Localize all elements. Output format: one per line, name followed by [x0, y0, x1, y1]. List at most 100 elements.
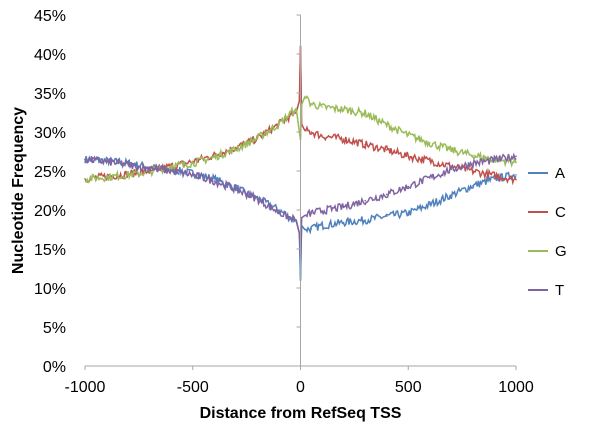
data-point-g	[364, 112, 367, 115]
data-point-g	[385, 124, 388, 126]
data-point-a	[472, 185, 474, 187]
data-point-t	[304, 214, 306, 217]
data-point-g	[310, 103, 313, 105]
data-point-a	[304, 228, 306, 231]
data-point-g	[321, 106, 323, 108]
data-point-t	[256, 198, 259, 200]
legend-label-c: C	[555, 204, 566, 221]
data-point-t	[385, 193, 388, 196]
y-tick-label: 15%	[34, 242, 66, 259]
x-axis-title: Distance from RefSeq TSS	[200, 405, 402, 422]
data-point-a	[407, 212, 410, 214]
y-tick-label: 40%	[34, 47, 66, 64]
y-tick-label: 10%	[34, 281, 66, 298]
x-tick-label: 0	[296, 379, 305, 396]
data-point-t	[84, 158, 86, 161]
data-point-g	[192, 162, 194, 164]
data-point-c	[407, 155, 410, 157]
data-point-t	[235, 188, 237, 190]
data-point-t	[450, 168, 453, 171]
data-point-t	[515, 155, 517, 157]
legend-label-g: G	[555, 243, 567, 260]
y-tick-label: 0%	[43, 359, 66, 376]
data-point-t	[407, 185, 410, 188]
x-tick-label: -500	[177, 379, 209, 396]
legend-label-a: A	[555, 165, 565, 182]
data-point-a	[278, 209, 280, 211]
data-point-t	[192, 174, 194, 176]
data-point-t	[300, 217, 303, 219]
data-point-t	[295, 219, 298, 221]
data-point-g	[304, 96, 306, 98]
y-axis-title: Nucleotide Frequency	[10, 107, 27, 274]
data-point-t	[278, 211, 280, 214]
x-tick-label: 1000	[498, 379, 534, 396]
data-point-a	[429, 203, 431, 206]
data-point-c	[304, 129, 306, 132]
y-tick-label: 30%	[34, 125, 66, 142]
data-point-t	[148, 167, 151, 170]
data-point-t	[310, 212, 313, 214]
data-point-g	[342, 108, 345, 111]
data-point-t	[127, 164, 129, 166]
data-point-g	[235, 148, 237, 150]
data-point-g	[429, 142, 431, 144]
data-point-g	[450, 149, 453, 151]
data-point-a	[321, 224, 323, 227]
data-point-t	[105, 160, 108, 163]
data-point-a	[515, 174, 517, 176]
data-point-c	[515, 178, 517, 181]
data-point-t	[321, 210, 323, 212]
data-point-c	[429, 160, 431, 162]
data-point-c	[310, 131, 313, 133]
data-point-g	[288, 113, 291, 115]
legend-label-t: T	[555, 282, 564, 299]
axes-layer	[85, 15, 516, 367]
data-point-a	[385, 215, 388, 217]
legend: A C G T	[528, 165, 567, 299]
y-tick-label: 35%	[34, 86, 66, 103]
y-tick-label: 25%	[34, 164, 66, 181]
y-tick-label: 5%	[43, 320, 66, 337]
data-point-g	[213, 156, 216, 158]
data-point-a	[450, 194, 453, 196]
data-point-t	[170, 170, 172, 172]
data-point-g	[170, 165, 172, 168]
data-point-c	[235, 146, 237, 149]
data-point-c	[472, 170, 474, 172]
data-point-g	[84, 178, 86, 180]
data-point-t	[364, 199, 367, 202]
data-point-c	[364, 143, 367, 146]
data-point-a	[342, 221, 345, 224]
y-tick-label: 20%	[34, 203, 66, 220]
data-point-g	[105, 176, 108, 178]
y-tick-label: 45%	[34, 8, 66, 25]
data-point-t	[213, 180, 216, 182]
data-point-c	[321, 135, 323, 137]
data-point-c	[298, 100, 301, 102]
data-point-t	[288, 217, 291, 219]
data-point-a	[213, 178, 216, 180]
data-point-g	[278, 123, 280, 125]
data-point-g	[127, 174, 129, 176]
data-point-a	[364, 219, 367, 221]
data-point-t	[342, 206, 345, 208]
data-point-g	[295, 107, 298, 110]
data-point-g	[407, 134, 410, 136]
data-point-t	[298, 232, 301, 235]
data-point-g	[472, 154, 474, 157]
data-point-c	[493, 174, 496, 177]
data-point-g	[256, 137, 259, 139]
data-point-c	[385, 149, 388, 151]
data-point-t	[472, 162, 474, 164]
data-point-c	[342, 138, 345, 140]
data-point-g	[300, 103, 303, 106]
data-point-t	[493, 159, 496, 161]
data-point-t	[429, 177, 431, 179]
tick-layer: 0% 5% 10% 15% 20% 25% 30% 35% 40% 45% -1000 -500 0 50…	[34, 8, 534, 396]
x-tick-label: -1000	[65, 379, 106, 396]
data-point-a	[310, 227, 313, 230]
x-tick-label: 500	[395, 379, 422, 396]
